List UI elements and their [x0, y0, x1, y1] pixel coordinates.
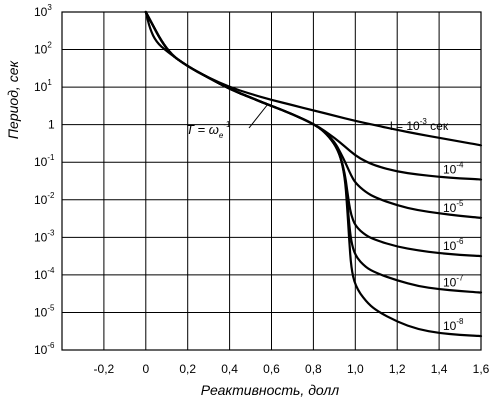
y-tick-label: 101 — [34, 78, 52, 94]
series-label-3: 10-6 — [443, 237, 464, 253]
series-label-4: 10-7 — [443, 274, 464, 290]
x-tick-label: 0,8 — [305, 362, 322, 376]
plot-frame — [61, 11, 482, 351]
series-label-2: 10-5 — [443, 199, 464, 215]
x-tick-label: 1,4 — [431, 362, 448, 376]
x-axis-title: Реактивность, долл — [201, 382, 340, 398]
x-tick-label: 0,6 — [263, 362, 280, 376]
x-tick-label: 0,2 — [179, 362, 196, 376]
x-tick-label: 0 — [142, 362, 149, 376]
y-tick-label: 10-6 — [34, 341, 55, 357]
y-tick-label: 10-1 — [34, 153, 55, 169]
tick-labels: -0,2 0 0,2 0,4 0,6 0,8 1,0 1,2 1,4 1,6 103 102 101 1 1… — [34, 3, 490, 376]
y-tick-label: 102 — [34, 41, 52, 57]
y-tick-label: 10-4 — [34, 266, 55, 282]
y-tick-label: 1 — [48, 118, 55, 132]
series-line-6 — [144, 10, 483, 338]
x-tick-label: 0,4 — [221, 362, 238, 376]
curves — [144, 10, 483, 338]
series-line-1 — [144, 10, 483, 147]
omega-leader-line — [248, 103, 269, 129]
series-label-5: 10-8 — [443, 317, 464, 333]
y-axis-title: Период, сек — [5, 60, 21, 140]
x-tick-label: 1,2 — [389, 362, 406, 376]
annotations: T = ωe-1 l = 10-3 сек 10-4 10-5 10-6 10-7 10-8 — [186, 103, 464, 333]
y-tick-label: 10-5 — [34, 303, 55, 319]
y-tick-label: 10-2 — [34, 191, 55, 207]
x-tick-label: 1,0 — [347, 362, 364, 376]
y-tick-label: 10-3 — [34, 228, 55, 244]
omega-annotation: T = ωe-1 — [186, 120, 231, 140]
l-annotation: l = 10-3 сек — [390, 117, 449, 133]
grid — [62, 11, 482, 351]
x-tick-label: -0,2 — [94, 362, 115, 376]
series-label-1: 10-4 — [443, 161, 464, 177]
y-tick-label: 103 — [34, 3, 52, 19]
x-tick-label: 1,6 — [473, 362, 490, 376]
